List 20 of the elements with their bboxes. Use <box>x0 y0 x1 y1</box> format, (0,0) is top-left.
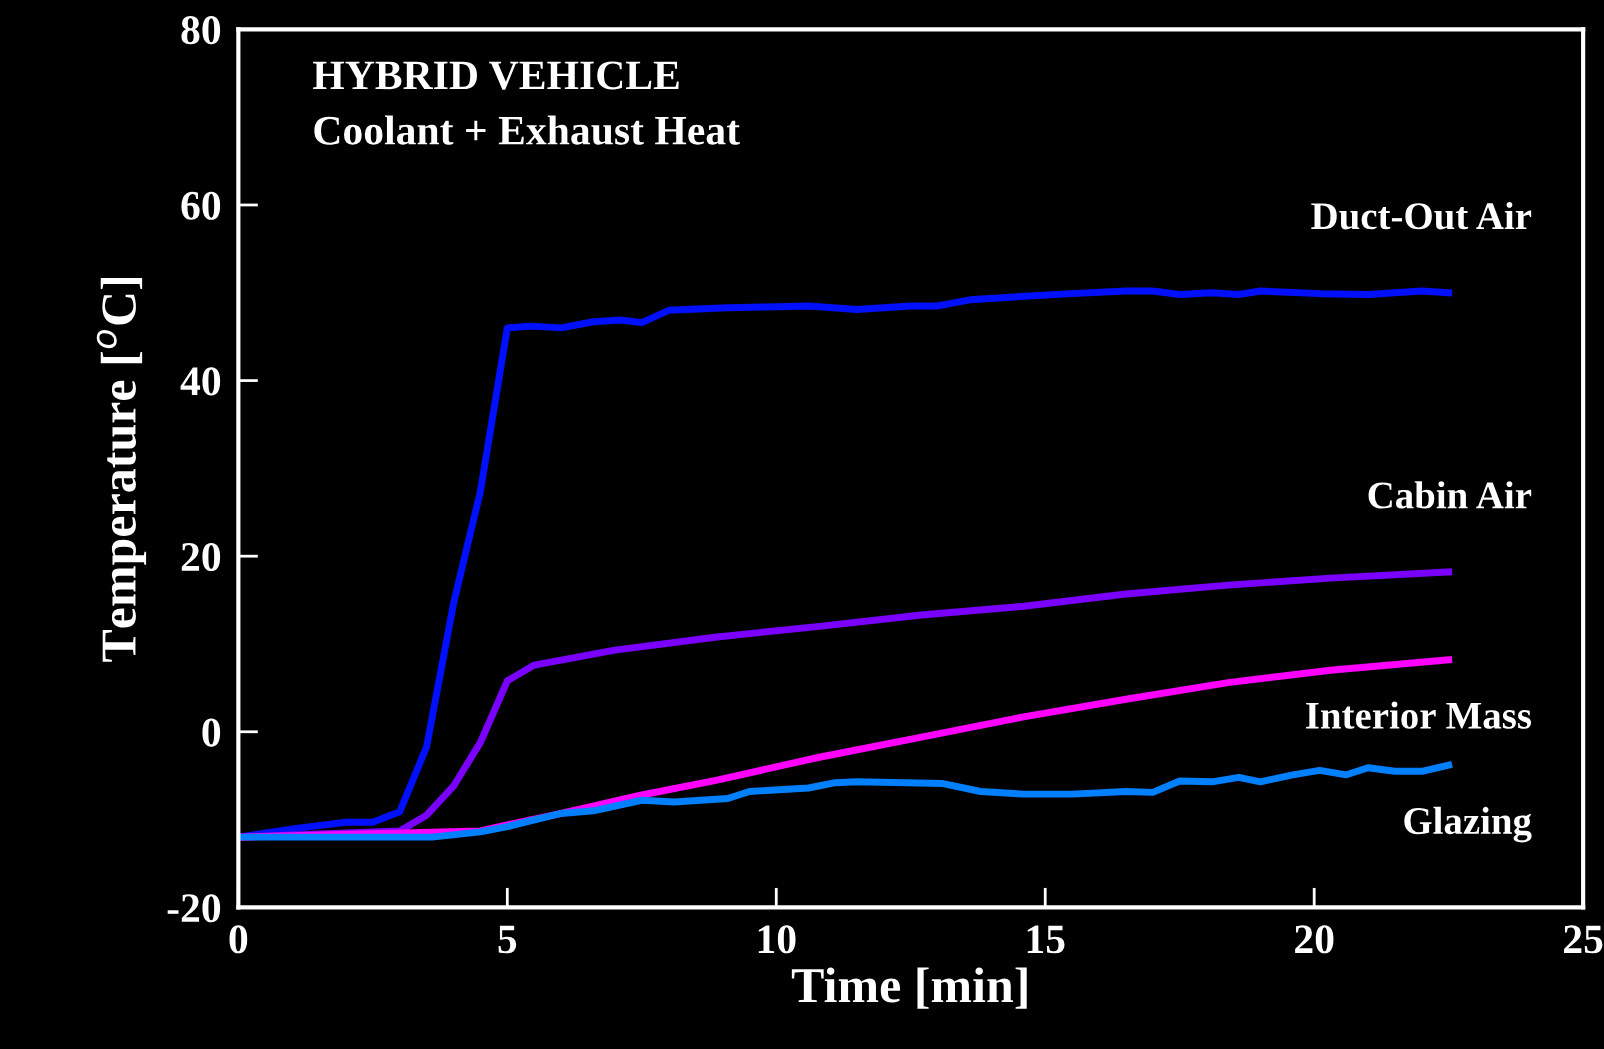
text: Coolant + Exhaust Heat <box>314 115 740 145</box>
y-tick-label: 80 <box>181 16 221 45</box>
y-tick-label: 20 <box>181 542 221 572</box>
y-tick-label: 40 <box>180 367 221 396</box>
x-tick-label: 15 <box>1027 925 1065 954</box>
y-axis-title: Temperature [$^{o}$C] <box>96 277 147 662</box>
series-label: Interior Mass <box>1306 701 1532 729</box>
series-label: Duct-Out Air <box>1311 201 1532 230</box>
series-label: Glazing <box>1404 806 1532 843</box>
x-tick-label: 5 <box>498 925 517 954</box>
x-tick-label: 0 <box>229 925 248 954</box>
series-label: Cabin Air <box>1368 481 1532 509</box>
y-tick-label: -20 <box>167 894 221 923</box>
x-tick-label: 20 <box>1295 925 1334 954</box>
x-axis-title: Time [min] <box>791 967 1027 1009</box>
x-tick-label: 10 <box>758 925 796 954</box>
text: HYBRID VEHICLE <box>313 61 679 90</box>
y-tick-label: 60 <box>181 191 221 220</box>
y-tick-label: 0 <box>202 718 221 747</box>
x-tick-label: 25 <box>1564 925 1603 954</box>
